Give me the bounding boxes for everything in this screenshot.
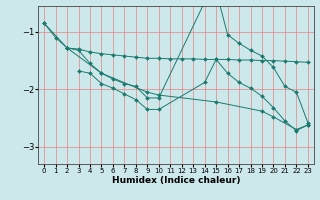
X-axis label: Humidex (Indice chaleur): Humidex (Indice chaleur) bbox=[112, 176, 240, 185]
